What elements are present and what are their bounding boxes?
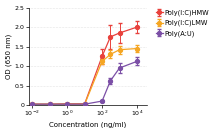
Y-axis label: OD (650 nm): OD (650 nm): [5, 34, 12, 79]
Legend: Poly(I:C)HMW, Poly(I:C)LMW, Poly(A:U): Poly(I:C)HMW, Poly(I:C)LMW, Poly(A:U): [156, 9, 210, 37]
X-axis label: Concentration (ng/ml): Concentration (ng/ml): [49, 121, 127, 128]
